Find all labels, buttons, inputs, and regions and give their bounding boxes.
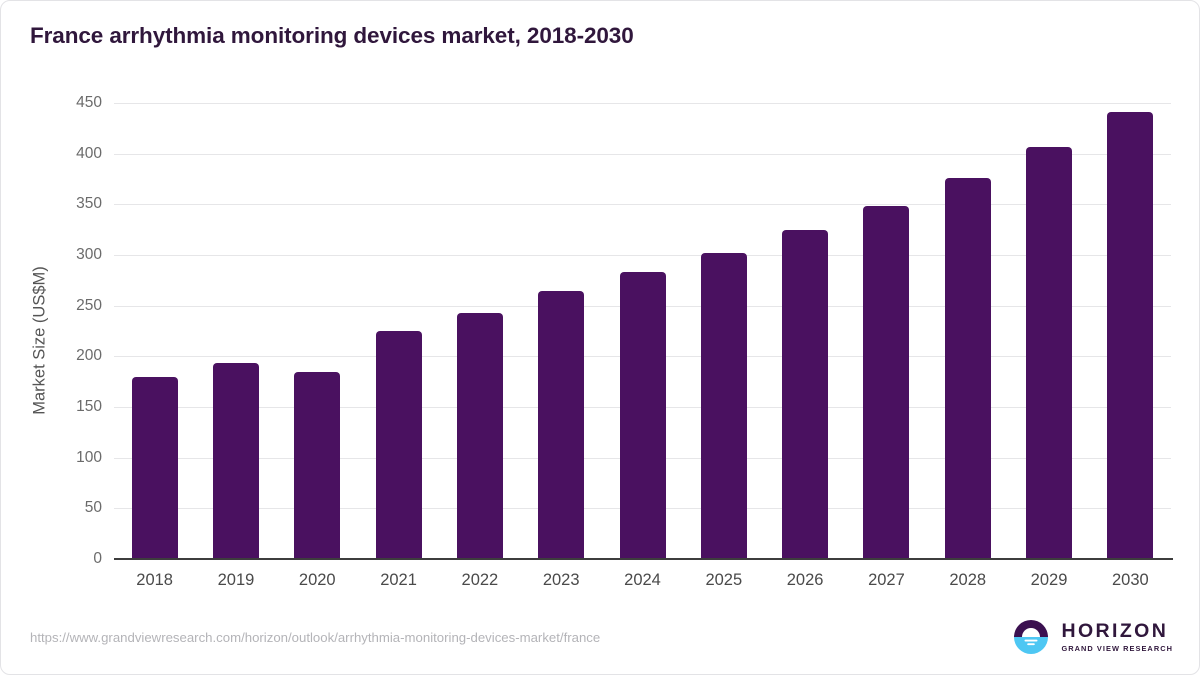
page-title: France arrhythmia monitoring devices mar… bbox=[30, 23, 634, 48]
x-axis-tick-label: 2023 bbox=[542, 571, 580, 589]
bar[interactable] bbox=[782, 229, 829, 559]
x-axis-tick-label: 2030 bbox=[1111, 571, 1149, 589]
bar[interactable] bbox=[375, 331, 422, 559]
gridline bbox=[114, 204, 1171, 206]
logo-name: HORIZON bbox=[1061, 620, 1169, 643]
y-axis-tick-label: 350 bbox=[76, 195, 102, 213]
gridline bbox=[114, 255, 1171, 256]
y-axis-title: Market Size (US$M) bbox=[30, 266, 49, 415]
x-axis-tick-label: 2028 bbox=[949, 571, 987, 589]
logo-text: HORIZON GRAND VIEW RESEARCH bbox=[1061, 622, 1173, 652]
x-axis-tick-label: 2027 bbox=[868, 571, 905, 589]
bar[interactable] bbox=[131, 376, 178, 559]
gridline bbox=[114, 153, 1171, 155]
x-axis-tick-label: 2029 bbox=[1030, 571, 1068, 589]
y-axis-tick-label: 150 bbox=[76, 398, 102, 415]
logo-tagline: GRAND VIEW RESEARCH bbox=[1061, 643, 1173, 653]
y-axis-tick-label: 0 bbox=[93, 550, 102, 567]
gridline bbox=[114, 103, 1171, 104]
bar[interactable] bbox=[294, 371, 341, 559]
x-axis-tick-label: 2024 bbox=[624, 571, 661, 589]
y-axis-tick-label: 400 bbox=[76, 144, 102, 162]
source-url[interactable]: https://www.grandviewresearch.com/horizo… bbox=[30, 630, 601, 645]
x-axis-tick-label: 2021 bbox=[380, 571, 417, 589]
bar[interactable] bbox=[1026, 146, 1073, 559]
bar[interactable] bbox=[700, 252, 747, 559]
bar[interactable] bbox=[619, 272, 666, 559]
x-axis-tick-label: 2025 bbox=[705, 571, 743, 589]
bar[interactable] bbox=[212, 363, 259, 559]
bar[interactable] bbox=[863, 206, 910, 559]
y-axis-tick-label: 100 bbox=[76, 448, 102, 466]
x-axis-tick-label: 2020 bbox=[298, 571, 336, 589]
horizon-sun-circle-icon bbox=[1010, 616, 1052, 658]
bar[interactable] bbox=[538, 291, 585, 559]
bar[interactable] bbox=[456, 312, 503, 559]
x-axis-tick-label: 2019 bbox=[217, 571, 255, 589]
x-axis-line bbox=[114, 558, 1173, 560]
y-axis-tick-label: 200 bbox=[76, 347, 102, 365]
bar[interactable] bbox=[944, 178, 991, 559]
x-axis-tick-label: 2018 bbox=[136, 571, 173, 589]
y-axis-tick-label: 450 bbox=[76, 94, 102, 111]
bar[interactable] bbox=[1107, 112, 1154, 559]
x-axis-tick-label: 2026 bbox=[786, 571, 824, 589]
plot-area bbox=[114, 103, 1171, 559]
y-axis-tick-label: 300 bbox=[76, 246, 102, 263]
x-axis-tick-label: 2022 bbox=[461, 571, 499, 589]
y-axis-tick-label: 250 bbox=[76, 296, 102, 314]
horizon-logo[interactable]: HORIZON GRAND VIEW RESEARCH bbox=[1010, 616, 1173, 658]
y-axis-tick-label: 50 bbox=[84, 499, 102, 517]
